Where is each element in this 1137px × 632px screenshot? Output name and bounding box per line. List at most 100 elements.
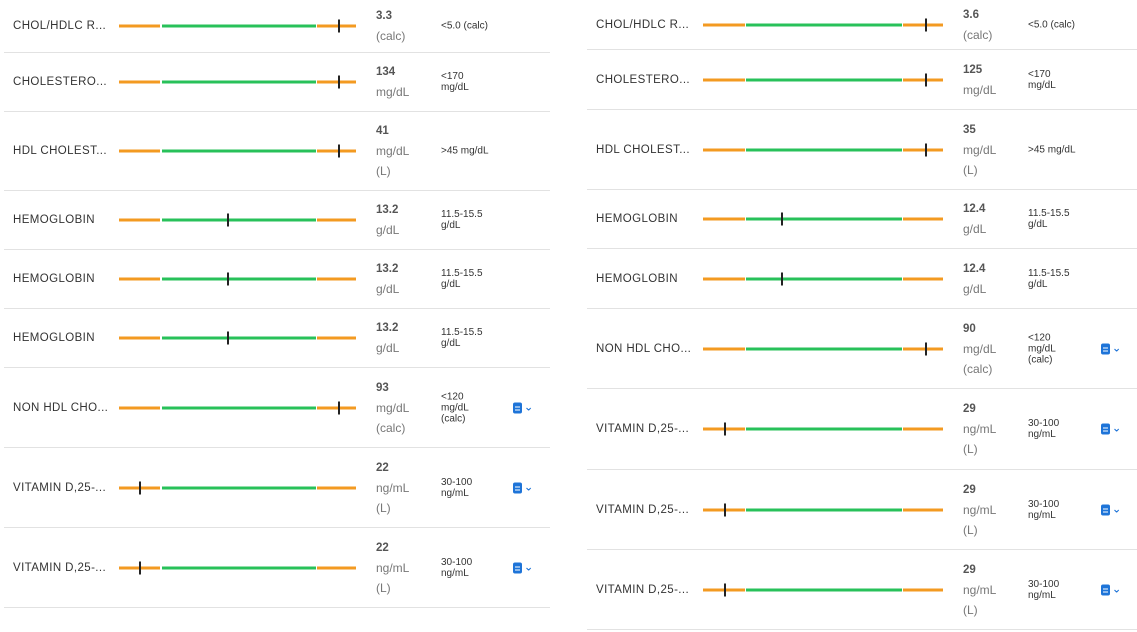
result-row[interactable]: CHOL/HDLC R... 3.6 (calc) <5.0 (calc) bbox=[587, 0, 1137, 50]
result-row[interactable]: HEMOGLOBIN 12.4 g/dL 11.5-15.5 g/dL bbox=[587, 249, 1137, 309]
result-block: 22 ng/mL (L) bbox=[376, 538, 409, 598]
test-name[interactable]: VITAMIN D,25-... bbox=[596, 583, 690, 596]
result-block: 125 mg/dL bbox=[963, 60, 996, 100]
test-name[interactable]: VITAMIN D,25-... bbox=[13, 561, 107, 574]
result-value: 22 bbox=[376, 541, 389, 554]
reference-range: <5.0 (calc) bbox=[1028, 19, 1075, 30]
chevron-down-icon[interactable]: ⌄ bbox=[524, 561, 534, 573]
result-block: 12.4 g/dL bbox=[963, 259, 986, 299]
result-unit: g/dL bbox=[963, 222, 987, 236]
chevron-down-icon[interactable]: ⌄ bbox=[524, 481, 534, 493]
result-unit: g/dL bbox=[376, 282, 400, 296]
range-bar-high-segment bbox=[316, 486, 356, 489]
range-bar-normal-segment bbox=[161, 24, 316, 28]
document-icon[interactable] bbox=[1101, 584, 1110, 595]
reference-range: <170 mg/dL bbox=[1028, 68, 1056, 91]
range-bar-high-segment bbox=[903, 217, 943, 221]
test-name[interactable]: HDL CHOLEST... bbox=[596, 143, 691, 156]
test-name[interactable]: NON HDL CHO... bbox=[596, 342, 692, 355]
result-row[interactable]: NON HDL CHO... 90 mg/dL (calc) <120 mg/dL (c… bbox=[587, 309, 1137, 389]
row-actions[interactable]: ⌄ bbox=[513, 562, 533, 573]
result-row[interactable]: HEMOGLOBIN 13.2 g/dL 11.5-15.5 g/dL bbox=[4, 250, 550, 309]
range-bar-high-segment bbox=[316, 149, 356, 153]
range-bar bbox=[703, 143, 943, 156]
chevron-down-icon[interactable]: ⌄ bbox=[1112, 583, 1122, 595]
result-row[interactable]: VITAMIN D,25-... 22 ng/mL (L) 30-100 ng/mL ⌄ bbox=[4, 528, 550, 608]
range-bar bbox=[119, 561, 356, 574]
test-name[interactable]: HEMOGLOBIN bbox=[13, 332, 95, 344]
range-bar-normal-segment bbox=[746, 148, 903, 151]
test-name[interactable]: CHOLESTERO... bbox=[13, 76, 108, 88]
row-actions[interactable]: ⌄ bbox=[1101, 504, 1121, 515]
range-bar-normal-segment bbox=[746, 277, 903, 280]
result-row[interactable]: VITAMIN D,25-... 29 ng/mL (L) 30-100 ng/mL ⌄ bbox=[587, 550, 1137, 630]
row-actions[interactable]: ⌄ bbox=[1101, 422, 1122, 435]
result-unit: mg/dL bbox=[376, 400, 410, 415]
result-row[interactable]: HEMOGLOBIN 13.2 g/dL 11.5-15.5 g/dL bbox=[4, 309, 550, 368]
test-name[interactable]: HEMOGLOBIN bbox=[596, 272, 678, 285]
document-icon[interactable] bbox=[1101, 343, 1110, 354]
test-name[interactable]: CHOL/HDLC R... bbox=[13, 20, 107, 32]
document-icon[interactable] bbox=[513, 402, 522, 413]
test-name[interactable]: HEMOGLOBIN bbox=[13, 273, 95, 285]
range-bar-high-segment bbox=[316, 218, 356, 222]
chevron-down-icon[interactable]: ⌄ bbox=[1112, 342, 1122, 354]
range-bar-low-segment bbox=[703, 23, 745, 26]
result-value: 13.2 bbox=[376, 263, 399, 275]
result-row[interactable]: VITAMIN D,25-... 29 ng/mL (L) 30-100 ng/mL ⌄ bbox=[587, 470, 1137, 550]
document-icon[interactable] bbox=[513, 482, 522, 493]
result-row[interactable]: CHOLESTERO... 125 mg/dL <170 mg/dL bbox=[587, 50, 1137, 110]
result-row[interactable]: VITAMIN D,25-... 29 ng/mL (L) 30-100 ng/mL ⌄ bbox=[587, 389, 1137, 470]
result-value: 41 bbox=[376, 125, 389, 137]
range-bar-high-segment bbox=[903, 277, 943, 280]
range-bar bbox=[119, 144, 356, 158]
result-row[interactable]: HEMOGLOBIN 12.4 g/dL 11.5-15.5 g/dL bbox=[587, 190, 1137, 249]
range-marker bbox=[338, 401, 341, 414]
chevron-down-icon[interactable]: ⌄ bbox=[1112, 503, 1122, 515]
range-bar-normal-segment bbox=[746, 427, 903, 431]
test-name[interactable]: HEMOGLOBIN bbox=[596, 213, 678, 225]
row-actions[interactable]: ⌄ bbox=[1101, 343, 1121, 354]
result-row[interactable]: HEMOGLOBIN 13.2 g/dL 11.5-15.5 g/dL bbox=[4, 191, 550, 250]
result-row[interactable]: CHOL/HDLC R... 3.3 (calc) <5.0 (calc) bbox=[4, 0, 550, 53]
result-row[interactable]: HDL CHOLEST... 35 mg/dL (L) >45 mg/dL bbox=[587, 110, 1137, 190]
range-marker bbox=[139, 561, 142, 574]
result-block: 29 ng/mL (L) bbox=[963, 480, 996, 540]
row-actions[interactable]: ⌄ bbox=[1101, 584, 1121, 595]
result-value: 90 bbox=[963, 322, 976, 335]
result-value: 12.4 bbox=[963, 203, 986, 215]
test-name[interactable]: VITAMIN D,25-... bbox=[13, 481, 107, 494]
range-bar-normal-segment bbox=[746, 347, 903, 350]
range-marker bbox=[781, 272, 784, 285]
chevron-down-icon[interactable]: ⌄ bbox=[1112, 422, 1122, 435]
result-row[interactable]: VITAMIN D,25-... 22 ng/mL (L) 30-100 ng/mL ⌄ bbox=[4, 448, 550, 528]
result-row[interactable]: HDL CHOLEST... 41 mg/dL (L) >45 mg/dL bbox=[4, 112, 550, 191]
test-name[interactable]: HEMOGLOBIN bbox=[13, 214, 95, 226]
range-bar bbox=[703, 18, 943, 31]
result-flag: (L) bbox=[963, 162, 978, 177]
row-actions[interactable]: ⌄ bbox=[513, 402, 533, 413]
result-block: 29 ng/mL (L) bbox=[963, 399, 996, 459]
row-actions[interactable]: ⌄ bbox=[513, 482, 533, 493]
range-bar-low-segment bbox=[703, 347, 745, 350]
reference-range: >45 mg/dL bbox=[1028, 144, 1076, 155]
chevron-down-icon[interactable]: ⌄ bbox=[524, 401, 534, 413]
result-block: 134 mg/dL bbox=[376, 62, 409, 102]
test-name[interactable]: VITAMIN D,25-... bbox=[596, 503, 690, 516]
result-row[interactable]: NON HDL CHO... 93 mg/dL (calc) <120 mg/dL (c… bbox=[4, 368, 550, 448]
test-name[interactable]: HDL CHOLEST... bbox=[13, 145, 108, 157]
range-marker bbox=[925, 18, 928, 31]
range-bar bbox=[119, 481, 356, 494]
test-name[interactable]: VITAMIN D,25-... bbox=[596, 423, 690, 435]
range-bar-normal-segment bbox=[161, 486, 316, 489]
test-name[interactable]: CHOL/HDLC R... bbox=[596, 18, 690, 31]
document-icon[interactable] bbox=[1101, 504, 1110, 515]
document-icon[interactable] bbox=[1101, 423, 1110, 435]
result-row[interactable]: CHOLESTERO... 134 mg/dL <170 mg/dL bbox=[4, 53, 550, 112]
test-name[interactable]: CHOLESTERO... bbox=[596, 73, 691, 86]
test-name[interactable]: NON HDL CHO... bbox=[13, 401, 109, 414]
range-bar-normal-segment bbox=[161, 406, 316, 409]
result-value: 93 bbox=[376, 381, 389, 394]
document-icon[interactable] bbox=[513, 562, 522, 573]
range-bar-normal-segment bbox=[746, 78, 903, 81]
